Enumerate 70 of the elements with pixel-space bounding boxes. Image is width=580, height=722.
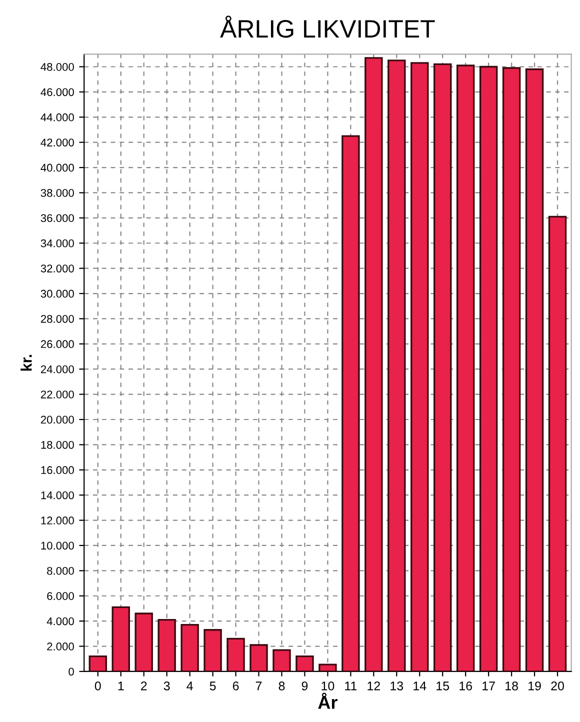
bar [134,612,153,672]
bar [112,606,130,672]
y-tick-label: 16.000 [41,466,74,474]
bar [479,66,498,672]
bar [410,62,429,672]
y-tick-label: 10.000 [41,542,74,550]
y-axis-title: kr. [20,354,32,371]
bar [525,68,544,672]
y-tick-label: 40.000 [40,164,74,172]
bar [158,618,176,672]
bar [180,624,199,672]
x-tick-label: 6 [232,682,239,690]
bar [433,63,452,672]
chart-title: ÅRLIG LIKVIDITET [220,16,435,38]
x-axis-title: År [318,692,338,709]
y-tick-label: 0 [68,668,74,676]
y-tick-label: 46.000 [40,88,74,96]
x-tick-label: 17 [482,682,495,690]
y-tick-label: 38.000 [40,188,74,197]
y-tick-label: 6.000 [47,592,74,600]
bar [250,644,268,672]
y-tick-label: 2.000 [47,642,74,650]
x-tick-label: 3 [164,682,170,690]
y-tick-label: 48.000 [40,63,74,71]
y-tick-label: 44.000 [40,113,74,122]
bar [388,60,406,672]
x-tick-label: 12 [368,682,380,690]
x-tick-label: 16 [460,682,472,690]
x-tick-label: 15 [436,682,450,690]
y-tick-label: 22.000 [40,390,74,398]
x-tick-label: 2 [141,682,147,690]
y-tick-label: 30.000 [40,290,74,298]
bar [204,629,222,672]
x-tick-label: 13 [390,682,404,690]
y-tick-label: 14.000 [41,491,74,500]
y-tick-label: 34.000 [40,239,74,248]
bar [456,64,475,672]
bar [364,57,383,672]
bar [272,649,291,672]
x-tick-label: 8 [278,682,285,690]
y-tick-label: 4.000 [46,617,74,626]
y-tick-label: 8.000 [47,566,74,575]
bar [548,216,567,672]
x-tick-label: 18 [506,682,518,690]
x-tick-label: 7 [256,682,262,690]
y-tick-label: 42.000 [40,138,74,146]
bar [88,656,107,672]
y-tick-label: 18.000 [41,440,74,449]
y-tick-label: 28.000 [40,314,74,323]
bar [296,656,314,672]
x-tick-label: 20 [551,682,564,690]
y-tick-label: 26.000 [40,340,74,348]
x-tick-label: 0 [94,682,101,690]
x-tick-label: 14 [414,682,426,690]
y-tick-label: 20.000 [40,416,74,424]
y-tick-label: 36.000 [40,214,74,222]
x-tick-label: 5 [210,682,216,690]
bar [342,135,360,672]
x-tick-label: 10 [322,682,334,690]
x-tick-label: 4 [186,682,193,690]
bar [226,638,245,672]
y-tick-label: 24.000 [40,365,74,374]
x-tick-label: 1 [118,682,124,690]
x-tick-label: 19 [528,682,541,690]
y-tick-label: 12.000 [41,516,74,524]
x-tick-label: 11 [345,682,357,690]
x-tick-label: 9 [302,682,308,690]
bar [502,67,521,672]
bar [318,664,337,672]
y-tick-label: 32.000 [40,264,74,272]
